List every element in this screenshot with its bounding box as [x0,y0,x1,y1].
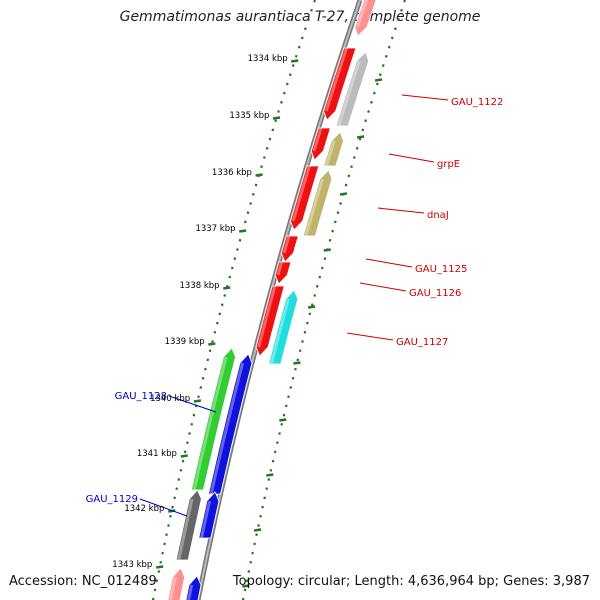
gene-feature [280,235,299,263]
accession-text: Accession: NC_012489 [9,574,157,589]
gene-features [167,0,377,600]
gene-feature [185,575,202,600]
gene-feature [354,0,377,37]
kbp-label: 1342 kbp [124,504,164,514]
gene-feature [268,289,299,365]
gene-feature [290,165,320,231]
kbp-label: 1339 kbp [165,337,205,347]
kbp-label: 1334 kbp [248,54,288,64]
gene-label-forward[interactable]: GAU_1122 [451,97,503,108]
genome-title: Gemmatimonas aurantiaca T-27, complete g… [119,9,481,25]
gene-feature [302,169,333,237]
gene-feature [310,127,331,161]
gene-label-forward[interactable]: GAU_1126 [409,288,461,299]
kbp-label: 1336 kbp [212,168,252,178]
gene-feature [323,47,357,121]
gene-feature [167,567,186,600]
gene-feature [323,131,344,167]
kbp-label: 1338 kbp [180,281,220,291]
gene-feature [175,489,202,561]
gene-feature [274,261,292,285]
topology-text: Topology: circular; Length: 4,636,964 bp… [232,574,590,589]
gene-feature [255,285,285,357]
gene-label-forward[interactable]: GAU_1127 [396,337,448,348]
tick-marks [151,0,407,600]
gene-feature [198,491,220,539]
kbp-label: 1337 kbp [195,224,235,234]
kbp-label: 1335 kbp [229,111,269,121]
gene-label-forward[interactable]: GAU_1125 [415,264,467,275]
kbp-label: 1341 kbp [137,449,177,459]
kbp-label: 1343 kbp [112,560,152,570]
kbp-labels: 1334 kbp 1335 kbp 1336 kbp 1337 kbp 1338 kbp… [112,54,287,570]
gene-labels: GAU_1122 grpE dnaJ GAU_1125 GAU_1126 GAU_1127… [86,94,503,517]
gene-feature [335,51,370,127]
gene-label-reverse[interactable]: GAU_1129 [86,494,138,505]
gene-label-forward[interactable]: grpE [437,159,460,170]
gene-label-forward[interactable]: dnaJ [427,210,449,221]
kbp-label: 1340 kbp [150,394,190,404]
gene-label-reverse[interactable]: GAU_1128 [115,391,167,402]
